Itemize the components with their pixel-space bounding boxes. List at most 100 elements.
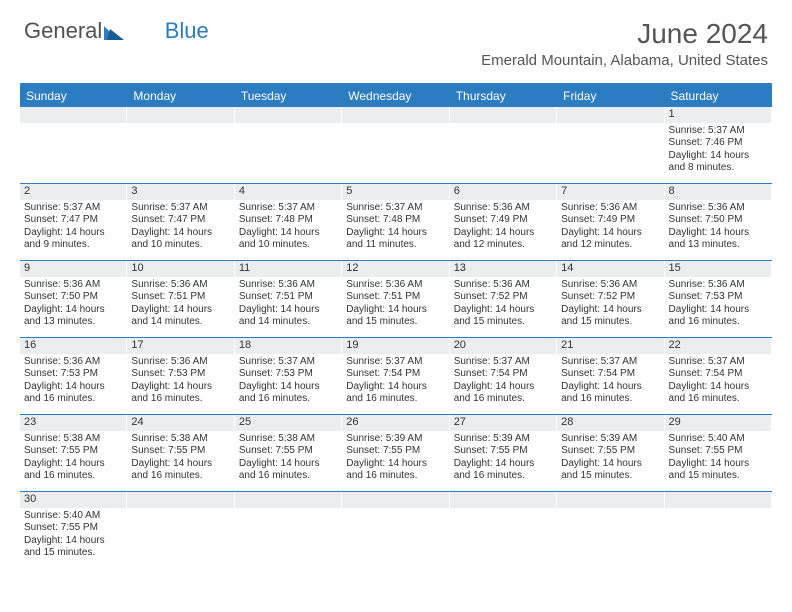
sunset-text: Sunset: 7:52 PM	[454, 291, 552, 304]
day-number: 13	[450, 261, 556, 277]
sunset-text: Sunset: 7:55 PM	[669, 445, 767, 458]
day-number: 26	[342, 415, 448, 431]
daylight-text: and 15 minutes.	[454, 316, 552, 329]
sunrise-text: Sunrise: 5:39 AM	[561, 433, 659, 446]
calendar-cell: 3Sunrise: 5:37 AMSunset: 7:47 PMDaylight…	[127, 184, 234, 260]
calendar-cell: 5Sunrise: 5:37 AMSunset: 7:48 PMDaylight…	[342, 184, 449, 260]
daylight-text: and 14 minutes.	[239, 316, 337, 329]
day-number: 5	[342, 184, 448, 200]
day-number: 6	[450, 184, 556, 200]
day-number	[127, 492, 233, 508]
sunset-text: Sunset: 7:55 PM	[131, 445, 229, 458]
day-number: 29	[665, 415, 771, 431]
calendar-cell-empty	[342, 107, 449, 183]
logo-text-1: General	[24, 18, 102, 43]
day-number	[665, 492, 771, 508]
day-number: 10	[127, 261, 233, 277]
sunrise-text: Sunrise: 5:37 AM	[669, 125, 767, 138]
sunset-text: Sunset: 7:50 PM	[669, 214, 767, 227]
daylight-text: and 10 minutes.	[131, 239, 229, 252]
sunrise-text: Sunrise: 5:36 AM	[131, 279, 229, 292]
daylight-text: and 16 minutes.	[561, 393, 659, 406]
sunrise-text: Sunrise: 5:36 AM	[561, 202, 659, 215]
daylight-text: Daylight: 14 hours	[239, 227, 337, 240]
sunset-text: Sunset: 7:49 PM	[454, 214, 552, 227]
calendar-cell: 28Sunrise: 5:39 AMSunset: 7:55 PMDayligh…	[557, 415, 664, 491]
daylight-text: and 16 minutes.	[454, 470, 552, 483]
daylight-text: and 15 minutes.	[669, 470, 767, 483]
day-header: Wednesday	[342, 85, 449, 107]
day-number: 4	[235, 184, 341, 200]
sunset-text: Sunset: 7:47 PM	[131, 214, 229, 227]
daylight-text: and 10 minutes.	[239, 239, 337, 252]
sunset-text: Sunset: 7:55 PM	[346, 445, 444, 458]
daylight-text: and 8 minutes.	[669, 162, 767, 175]
sunrise-text: Sunrise: 5:36 AM	[239, 279, 337, 292]
sunrise-text: Sunrise: 5:38 AM	[131, 433, 229, 446]
daylight-text: and 12 minutes.	[561, 239, 659, 252]
day-number	[235, 492, 341, 508]
day-header: Sunday	[20, 85, 127, 107]
calendar-cell: 20Sunrise: 5:37 AMSunset: 7:54 PMDayligh…	[450, 338, 557, 414]
day-number: 11	[235, 261, 341, 277]
calendar-cell: 4Sunrise: 5:37 AMSunset: 7:48 PMDaylight…	[235, 184, 342, 260]
sunset-text: Sunset: 7:47 PM	[24, 214, 122, 227]
sunrise-text: Sunrise: 5:36 AM	[669, 279, 767, 292]
day-number: 3	[127, 184, 233, 200]
sunrise-text: Sunrise: 5:36 AM	[24, 356, 122, 369]
logo: General Blue	[24, 18, 209, 45]
daylight-text: Daylight: 14 hours	[131, 381, 229, 394]
calendar-cell: 15Sunrise: 5:36 AMSunset: 7:53 PMDayligh…	[665, 261, 772, 337]
daylight-text: and 16 minutes.	[454, 393, 552, 406]
calendar-cell: 9Sunrise: 5:36 AMSunset: 7:50 PMDaylight…	[20, 261, 127, 337]
sunset-text: Sunset: 7:50 PM	[24, 291, 122, 304]
daylight-text: Daylight: 14 hours	[346, 458, 444, 471]
sunset-text: Sunset: 7:55 PM	[239, 445, 337, 458]
header: General Blue June 2024 Emerald Mountain,…	[0, 0, 792, 75]
sunset-text: Sunset: 7:48 PM	[239, 214, 337, 227]
sunset-text: Sunset: 7:54 PM	[561, 368, 659, 381]
calendar-cell: 1Sunrise: 5:37 AMSunset: 7:46 PMDaylight…	[665, 107, 772, 183]
day-number: 1	[665, 107, 771, 123]
day-number	[557, 492, 663, 508]
calendar-cell-empty	[450, 107, 557, 183]
day-number: 21	[557, 338, 663, 354]
calendar-cell: 19Sunrise: 5:37 AMSunset: 7:54 PMDayligh…	[342, 338, 449, 414]
sunrise-text: Sunrise: 5:36 AM	[131, 356, 229, 369]
calendar-cell: 6Sunrise: 5:36 AMSunset: 7:49 PMDaylight…	[450, 184, 557, 260]
calendar-cell: 12Sunrise: 5:36 AMSunset: 7:51 PMDayligh…	[342, 261, 449, 337]
day-number: 8	[665, 184, 771, 200]
calendar-cell: 14Sunrise: 5:36 AMSunset: 7:52 PMDayligh…	[557, 261, 664, 337]
calendar-cell: 8Sunrise: 5:36 AMSunset: 7:50 PMDaylight…	[665, 184, 772, 260]
daylight-text: Daylight: 14 hours	[561, 381, 659, 394]
calendar-cell-empty	[557, 107, 664, 183]
sunset-text: Sunset: 7:55 PM	[561, 445, 659, 458]
day-number	[450, 492, 556, 508]
day-number: 20	[450, 338, 556, 354]
daylight-text: Daylight: 14 hours	[24, 458, 122, 471]
week-row: 2Sunrise: 5:37 AMSunset: 7:47 PMDaylight…	[20, 184, 772, 261]
calendar-cell-empty	[450, 492, 557, 568]
sunset-text: Sunset: 7:53 PM	[131, 368, 229, 381]
sunrise-text: Sunrise: 5:36 AM	[454, 279, 552, 292]
daylight-text: and 14 minutes.	[131, 316, 229, 329]
sunrise-text: Sunrise: 5:39 AM	[454, 433, 552, 446]
calendar-cell-empty	[235, 492, 342, 568]
day-number	[127, 107, 233, 123]
sunrise-text: Sunrise: 5:38 AM	[24, 433, 122, 446]
sunset-text: Sunset: 7:49 PM	[561, 214, 659, 227]
sunrise-text: Sunrise: 5:36 AM	[561, 279, 659, 292]
sunset-text: Sunset: 7:51 PM	[131, 291, 229, 304]
calendar-cell: 10Sunrise: 5:36 AMSunset: 7:51 PMDayligh…	[127, 261, 234, 337]
day-number: 22	[665, 338, 771, 354]
day-header: Thursday	[450, 85, 557, 107]
day-number: 27	[450, 415, 556, 431]
calendar-cell: 2Sunrise: 5:37 AMSunset: 7:47 PMDaylight…	[20, 184, 127, 260]
daylight-text: Daylight: 14 hours	[239, 381, 337, 394]
day-number	[450, 107, 556, 123]
sunset-text: Sunset: 7:53 PM	[239, 368, 337, 381]
sunrise-text: Sunrise: 5:37 AM	[346, 202, 444, 215]
day-number	[557, 107, 663, 123]
day-header: Saturday	[665, 85, 772, 107]
sunset-text: Sunset: 7:51 PM	[346, 291, 444, 304]
